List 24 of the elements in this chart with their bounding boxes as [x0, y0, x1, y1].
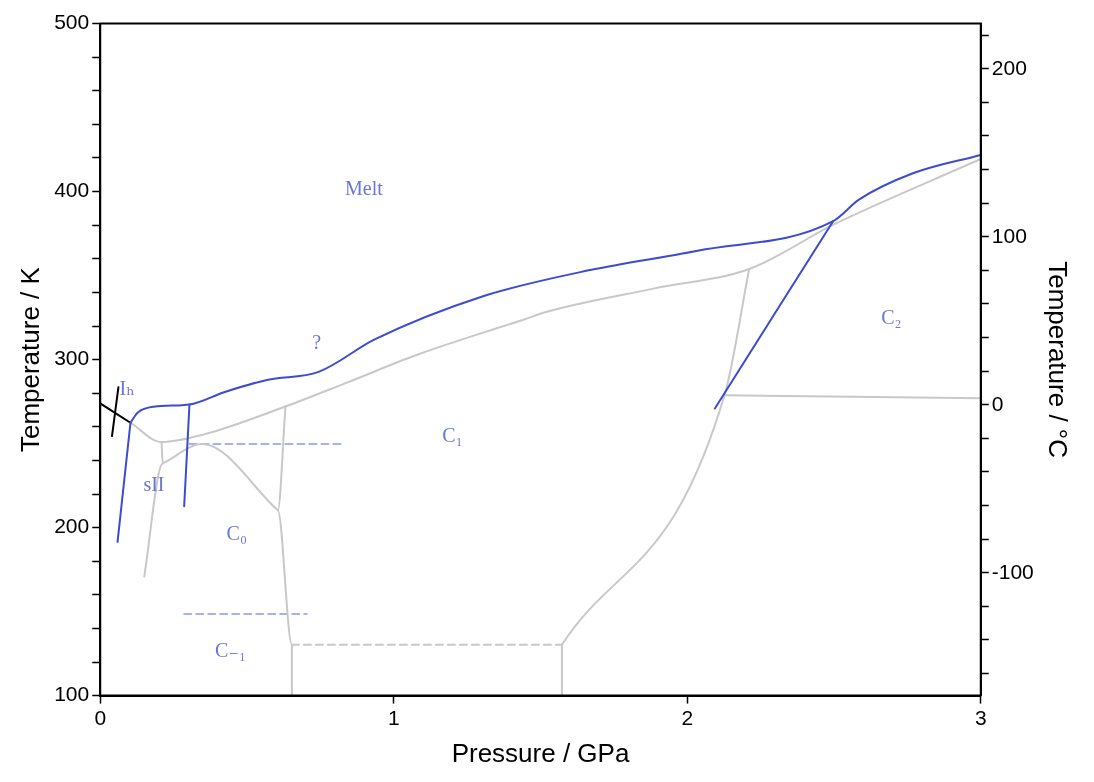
y-axis-title: Temperature / K: [14, 266, 45, 453]
annotation: C₂: [881, 305, 902, 328]
y-tick-label: 200: [54, 514, 90, 538]
y2-tick-label: -100: [991, 559, 1034, 583]
x-axis-title: Pressure / GPa: [451, 737, 630, 768]
annotation: ?: [312, 331, 322, 354]
y-tick-label: 100: [54, 682, 90, 706]
annotation: sII: [143, 473, 165, 496]
y-tick-label: 500: [54, 10, 90, 34]
y2-tick-label: 0: [991, 391, 1004, 415]
y-tick-label: 300: [54, 346, 90, 370]
annotation: C₋₁: [215, 639, 246, 662]
y2-axis-title: Temperature / °C: [1043, 261, 1074, 459]
x-tick-label: 0: [94, 706, 107, 729]
annotation: Iₕ: [119, 377, 135, 400]
y-tick-label: 400: [54, 178, 90, 202]
annotation: Melt: [345, 176, 384, 199]
x-tick-label: 2: [681, 706, 694, 729]
x-tick-label: 1: [387, 706, 400, 729]
y2-tick-label: 100: [991, 223, 1027, 247]
y2-tick-label: 200: [991, 55, 1027, 79]
annotation: C₀: [226, 522, 247, 545]
annotation: C₁: [442, 424, 463, 447]
x-tick-label: 3: [974, 706, 987, 729]
